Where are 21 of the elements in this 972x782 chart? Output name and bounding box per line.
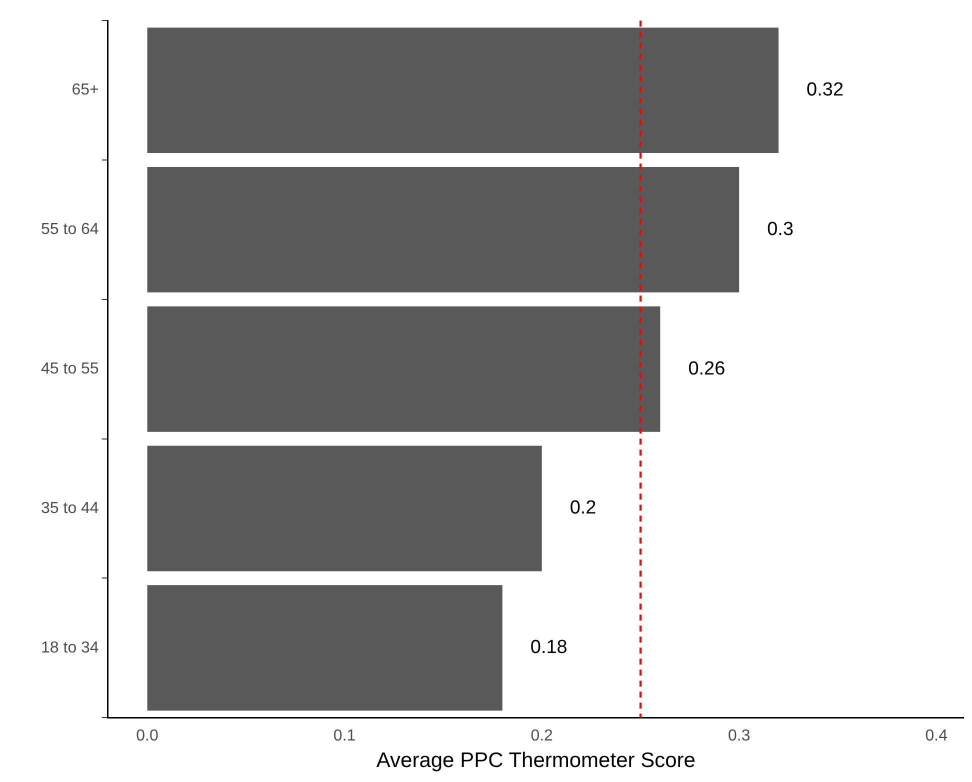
data-label: 0.3 [767, 218, 794, 240]
x-tick-label: 0.2 [530, 728, 554, 745]
x-tick-label: 0.4 [925, 728, 948, 745]
bar [147, 306, 660, 432]
bar [147, 585, 502, 711]
bar [147, 446, 542, 572]
x-tick-label: 0.0 [136, 728, 158, 745]
data-label: 0.26 [688, 358, 726, 380]
data-label: 0.32 [806, 80, 844, 101]
y-tick-label: 18 to 34 [41, 639, 99, 656]
x-tick-label: 0.3 [728, 728, 750, 745]
y-tick-label: 65+ [72, 82, 99, 99]
bar [147, 166, 740, 292]
data-label: 0.18 [530, 637, 568, 658]
y-tick-label: 45 to 55 [41, 360, 99, 378]
x-axis-title: Average PPC Thermometer Score [376, 749, 696, 772]
x-tick-label: 0.1 [333, 728, 356, 745]
data-label: 0.2 [570, 498, 596, 519]
y-tick-label: 35 to 44 [41, 500, 99, 517]
y-tick-label: 55 to 64 [41, 221, 99, 238]
bar [147, 28, 779, 154]
